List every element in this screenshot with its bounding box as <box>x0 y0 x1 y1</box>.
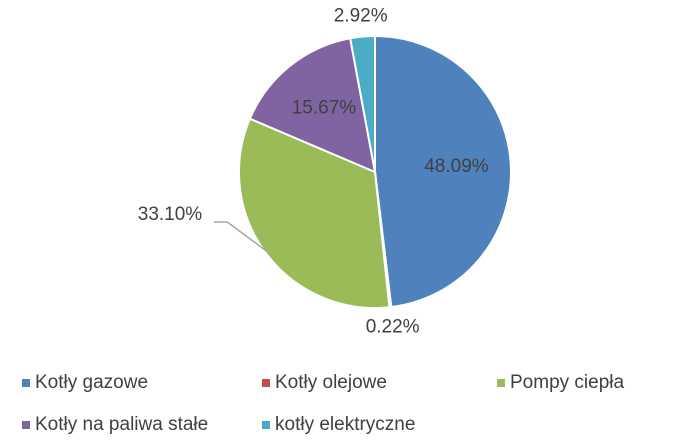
data-label: 0.22% <box>366 316 420 337</box>
legend-swatch <box>262 421 270 429</box>
data-label: 2.92% <box>334 5 388 26</box>
data-label: 48.09% <box>424 156 489 177</box>
pie-slice <box>248 37 377 174</box>
legend-swatch <box>22 421 30 429</box>
legend-label: Kotły na paliwa stałe <box>35 414 208 435</box>
pie-slice <box>349 34 376 173</box>
data-label: 15.67% <box>292 97 357 118</box>
pie-slice <box>238 117 391 309</box>
data-label: 33.10% <box>138 204 203 225</box>
legend-label: Kotły olejowe <box>275 372 387 393</box>
leader-line <box>214 221 268 253</box>
legend-swatch <box>22 379 30 387</box>
legend-label: kotły elektryczne <box>275 414 415 435</box>
legend-label: Pompy ciepła <box>510 372 624 393</box>
legend-label: Kotły gazowe <box>35 372 148 393</box>
legend-swatch <box>497 379 505 387</box>
legend-swatch <box>262 379 270 387</box>
pie-slice <box>374 34 512 309</box>
